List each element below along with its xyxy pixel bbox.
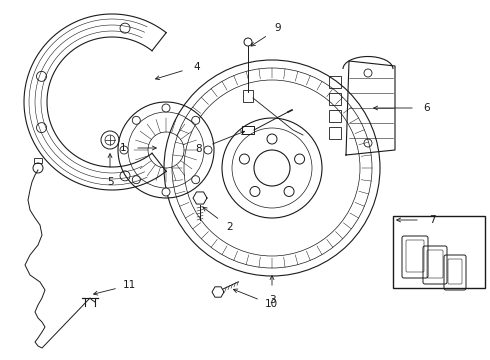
Bar <box>329 93 341 105</box>
Bar <box>242 126 254 134</box>
Text: 2: 2 <box>226 222 233 232</box>
Text: 9: 9 <box>275 23 281 33</box>
Circle shape <box>267 134 277 144</box>
Circle shape <box>254 150 290 186</box>
Circle shape <box>132 176 140 184</box>
Circle shape <box>120 146 128 154</box>
Text: 6: 6 <box>424 103 430 113</box>
Bar <box>329 127 341 139</box>
Circle shape <box>162 104 170 112</box>
Text: 3: 3 <box>269 295 275 305</box>
Circle shape <box>192 116 200 124</box>
Circle shape <box>250 186 260 197</box>
Text: 1: 1 <box>120 143 126 153</box>
Bar <box>243 90 253 102</box>
Text: 4: 4 <box>193 62 200 72</box>
Circle shape <box>192 176 200 184</box>
Circle shape <box>294 154 305 164</box>
Circle shape <box>284 186 294 197</box>
Bar <box>329 76 341 88</box>
Bar <box>393 216 485 288</box>
Circle shape <box>240 154 249 164</box>
Bar <box>329 110 341 122</box>
Circle shape <box>162 188 170 196</box>
Circle shape <box>204 146 212 154</box>
Text: 7: 7 <box>429 215 435 225</box>
Text: 5: 5 <box>107 177 113 187</box>
Text: 10: 10 <box>265 300 278 310</box>
Bar <box>34 158 42 163</box>
Text: 11: 11 <box>123 280 136 290</box>
Circle shape <box>132 116 140 124</box>
Text: 8: 8 <box>196 144 202 154</box>
